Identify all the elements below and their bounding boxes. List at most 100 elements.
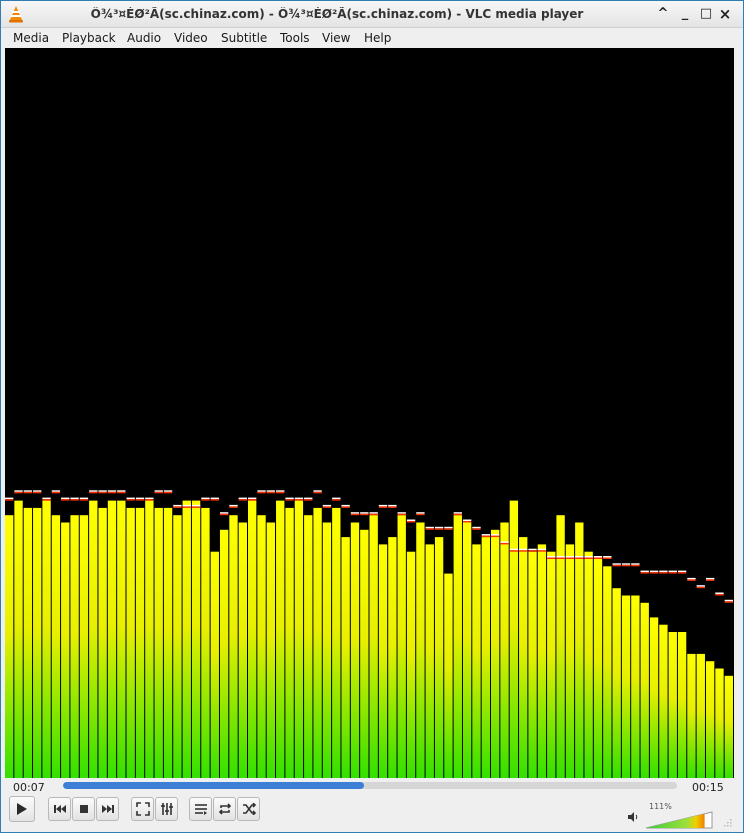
spectrum-visualizer [5, 490, 733, 778]
spectrum-peak [575, 556, 584, 559]
spectrum-peak [350, 512, 360, 516]
fullscreen-button[interactable] [131, 797, 154, 821]
spectrum-bar [294, 500, 304, 778]
menu-bar: Media Playback Audio Video Subtitle Tool… [1, 28, 743, 48]
spectrum-peak [537, 548, 547, 552]
spectrum-bar [500, 522, 509, 778]
spectrum-bar [612, 588, 621, 778]
spectrum-peak [201, 497, 210, 501]
random-button[interactable] [237, 797, 260, 821]
next-button[interactable] [96, 797, 119, 821]
seek-progress [63, 782, 364, 789]
menu-media[interactable]: Media [13, 31, 50, 45]
spectrum-bar [219, 529, 229, 778]
spectrum-peak [649, 570, 659, 574]
spectrum-bar [322, 522, 332, 778]
spectrum-peak [163, 490, 173, 494]
spectrum-peak [23, 490, 33, 494]
spectrum-peak [434, 526, 444, 530]
elapsed-time[interactable]: 00:07 [13, 781, 45, 794]
menu-audio[interactable]: Audio [127, 31, 162, 45]
spectrum-peak [462, 519, 472, 523]
playlist-button[interactable] [189, 797, 212, 821]
loop-icon [218, 803, 231, 815]
spectrum-bar [593, 559, 603, 778]
spectrum-peak [332, 497, 341, 501]
spectrum-bar [89, 500, 98, 778]
spectrum-peak [397, 512, 406, 516]
restore-button[interactable]: ^ [657, 6, 669, 21]
spectrum-peak [715, 592, 724, 596]
spectrum-bar [229, 515, 238, 778]
spectrum-peak [593, 556, 603, 559]
spectrum-bar [163, 507, 173, 778]
minimize-button[interactable]: _ [681, 6, 689, 21]
video-area[interactable] [5, 48, 734, 778]
control-bar: 00:07 00:15 [1, 778, 743, 832]
spectrum-peak [416, 512, 425, 516]
spectrum-peak [248, 497, 257, 501]
menu-tools[interactable]: Tools [280, 31, 310, 45]
spectrum-bar [173, 515, 182, 778]
spectrum-bar [42, 500, 51, 778]
volume-slider[interactable] [646, 811, 714, 829]
skip-next-icon [101, 805, 114, 813]
menu-playback[interactable]: Playback [62, 31, 116, 45]
spectrum-peak [294, 497, 304, 501]
spectrum-bar [107, 500, 117, 778]
spectrum-bar [724, 675, 733, 778]
spectrum-bar [668, 632, 677, 778]
spectrum-bar [621, 595, 631, 778]
spectrum-bar [191, 500, 201, 778]
spectrum-bar [61, 522, 70, 778]
spectrum-peak [724, 599, 733, 603]
stop-icon [79, 805, 88, 813]
spectrum-bar [453, 515, 462, 778]
spectrum-peak [70, 497, 79, 501]
spectrum-bar [23, 507, 33, 778]
spectrum-bar [444, 573, 453, 778]
title-bar[interactable]: Ô¾³¤ÉØ²Ã(sc.chinaz.com) - Ô¾³¤ÉØ²Ã(sc.ch… [1, 1, 743, 28]
spectrum-peak [556, 556, 565, 559]
spectrum-bar [509, 500, 519, 778]
menu-help[interactable]: Help [364, 31, 392, 45]
spectrum-bar [360, 529, 369, 778]
spectrum-bar [369, 515, 378, 778]
spectrum-bar [285, 507, 294, 778]
spectrum-peak [481, 534, 490, 538]
spectrum-peak [509, 548, 519, 552]
spectrum-bar [397, 515, 406, 778]
spectrum-bar [378, 544, 388, 778]
spectrum-peak [621, 563, 631, 567]
menu-subtitle[interactable]: Subtitle [221, 31, 268, 45]
spectrum-bar [462, 522, 472, 778]
spectrum-peak [191, 504, 201, 508]
volume-speaker-icon[interactable] [627, 812, 639, 822]
spectrum-peak [107, 490, 117, 494]
spectrum-peak [89, 490, 98, 494]
spectrum-peak [603, 556, 612, 559]
total-time[interactable]: 00:15 [692, 781, 724, 794]
spectrum-bar [472, 544, 481, 778]
seek-slider[interactable] [63, 782, 677, 789]
spectrum-peak [528, 548, 537, 552]
menu-video[interactable]: Video [174, 31, 208, 45]
playlist-icon [194, 804, 207, 815]
play-button[interactable] [9, 796, 35, 822]
spectrum-peak [360, 512, 369, 516]
spectrum-peak [705, 577, 715, 581]
spectrum-peak [453, 512, 462, 516]
previous-button[interactable] [48, 797, 71, 821]
resize-grip-icon[interactable] [723, 818, 733, 828]
loop-button[interactable] [213, 797, 236, 821]
extended-settings-button[interactable] [155, 797, 178, 821]
maximize-button[interactable]: □ [699, 6, 713, 21]
close-button[interactable]: × [718, 5, 732, 23]
spectrum-bar [51, 515, 61, 778]
menu-view[interactable]: View [322, 31, 351, 45]
spectrum-peak [182, 504, 191, 508]
stop-button[interactable] [72, 797, 95, 821]
spectrum-bar [350, 522, 360, 778]
spectrum-bar [313, 507, 322, 778]
